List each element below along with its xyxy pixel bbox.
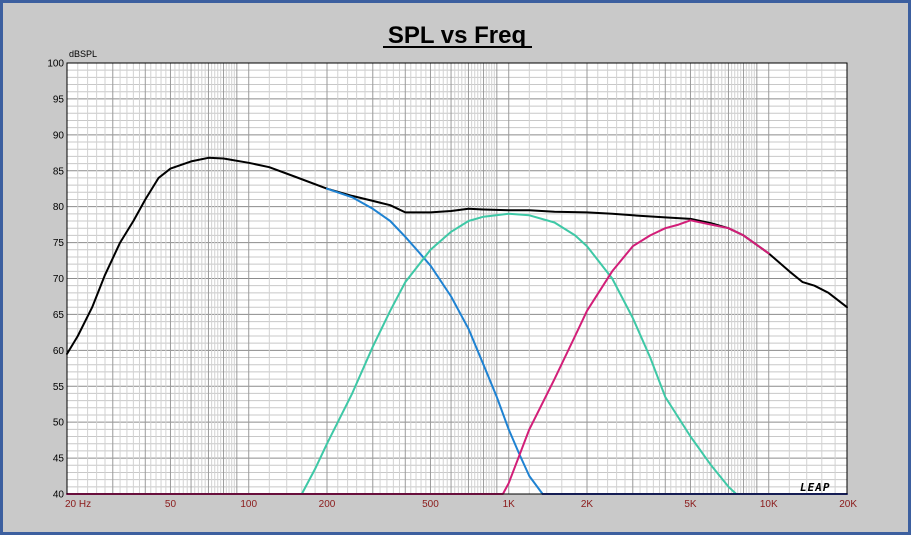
x-tick-label: 2K	[581, 499, 594, 510]
series-lines	[66, 156, 848, 495]
x-tick-label: 10K	[760, 499, 778, 510]
series-line-4	[66, 219, 770, 495]
series-line-3	[66, 212, 738, 495]
x-tick-label: 5K	[684, 499, 697, 510]
y-tick-labels: 40 45 50 55 60 65 70 75 80 85 90 95 100	[47, 59, 64, 501]
y-tick-label: 90	[53, 130, 65, 141]
y-tick-label: 100	[47, 59, 64, 70]
y-tick-label: 80	[53, 202, 65, 213]
leap-logo: LEAP	[800, 481, 831, 494]
x-tick-label: 200	[319, 499, 336, 510]
spl-chart: SPL vs Freq dBSPL 40 45 50 55 60 65 70 75 80 85 90…	[47, 22, 857, 510]
x-tick-labels: 20 Hz 50 100 200 500 1K 2K 5K 10K 20K	[65, 499, 857, 510]
y-axis-label: dBSPL	[69, 49, 97, 59]
series-line-2	[326, 187, 544, 495]
x-tick-label: 20K	[839, 499, 857, 510]
x-tick-label: 20 Hz	[65, 499, 91, 510]
y-tick-label: 45	[53, 454, 65, 465]
y-tick-label: 55	[53, 382, 65, 393]
y-tick-label: 85	[53, 166, 65, 177]
x-tick-label: 100	[240, 499, 257, 510]
x-tick-label: 1K	[503, 499, 516, 510]
x-tick-label: 50	[165, 499, 177, 510]
y-tick-label: 50	[53, 418, 65, 429]
y-tick-label: 75	[53, 238, 65, 249]
x-tick-label: 500	[422, 499, 439, 510]
y-tick-label: 70	[53, 274, 65, 285]
y-tick-label: 60	[53, 346, 65, 357]
y-tick-label: 95	[53, 94, 65, 105]
y-tick-label: 40	[53, 490, 65, 501]
grid-lines	[66, 62, 848, 495]
chart-title: SPL vs Freq	[388, 22, 526, 49]
y-tick-label: 65	[53, 310, 65, 321]
plot-border	[66, 62, 848, 495]
